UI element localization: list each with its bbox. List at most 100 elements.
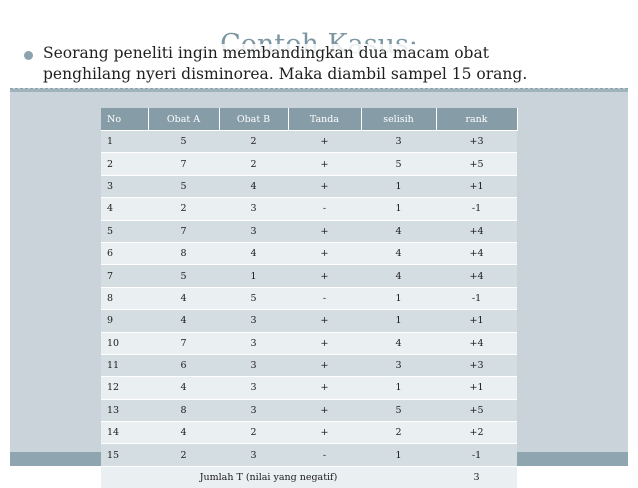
table-cell: + xyxy=(288,377,361,399)
table-cell: 3 xyxy=(361,131,436,153)
table-cell: +1 xyxy=(436,175,517,197)
table-cell: + xyxy=(288,332,361,354)
table-cell: - xyxy=(288,444,361,466)
table-cell: 2 xyxy=(148,198,219,220)
table-cell: 2 xyxy=(148,444,219,466)
table-cell: 3 xyxy=(219,198,288,220)
column-header: Tanda xyxy=(288,108,361,131)
table-cell: 3 xyxy=(361,354,436,376)
table-cell: -1 xyxy=(436,287,517,309)
table-cell: 4 xyxy=(361,265,436,287)
table-cell: 3 xyxy=(219,444,288,466)
table-cell: 1 xyxy=(361,287,436,309)
table-cell: + xyxy=(288,175,361,197)
table-cell: 8 xyxy=(148,399,219,421)
bullet-dot-icon xyxy=(24,51,33,60)
table-cell: 4 xyxy=(101,198,148,220)
table-cell: 5 xyxy=(148,175,219,197)
table-cell: 1 xyxy=(361,444,436,466)
table-cell: +4 xyxy=(436,242,517,264)
table-cell: 9 xyxy=(101,310,148,332)
column-header: selisih xyxy=(361,108,436,131)
table-cell: 2 xyxy=(101,153,148,175)
table-cell: 2 xyxy=(361,422,436,444)
table-cell: +1 xyxy=(436,310,517,332)
table-cell: -1 xyxy=(436,198,517,220)
table-cell: 2 xyxy=(219,153,288,175)
bullet-line-1: Seorang peneliti ingin membandingkan dua… xyxy=(43,44,489,62)
table-cell: + xyxy=(288,354,361,376)
table-cell: -1 xyxy=(436,444,517,466)
table-cell: 11 xyxy=(101,354,148,376)
table-cell: 1 xyxy=(361,175,436,197)
table-cell: 3 xyxy=(219,220,288,242)
table-cell: 7 xyxy=(148,220,219,242)
table-cell: 1 xyxy=(361,310,436,332)
table-cell: 2 xyxy=(219,422,288,444)
table-cell: +2 xyxy=(436,422,517,444)
table-cell: 4 xyxy=(361,332,436,354)
table-cell: 4 xyxy=(219,175,288,197)
table-cell: 3 xyxy=(219,377,288,399)
table-cell: 5 xyxy=(219,287,288,309)
table-cell: 3 xyxy=(101,175,148,197)
table-cell: 5 xyxy=(361,399,436,421)
table-cell: 1 xyxy=(101,131,148,153)
table-cell: 8 xyxy=(101,287,148,309)
column-header: rank xyxy=(436,108,517,131)
table-cell: +3 xyxy=(436,354,517,376)
table-cell: 14 xyxy=(101,422,148,444)
table-cell: + xyxy=(288,242,361,264)
table-cell: 6 xyxy=(101,242,148,264)
table-cell: - xyxy=(288,287,361,309)
table-cell: 1 xyxy=(361,377,436,399)
table-cell: 13 xyxy=(101,399,148,421)
table-cell: 10 xyxy=(101,332,148,354)
bullet-text: Seorang peneliti ingin membandingkan dua… xyxy=(43,43,628,85)
table-cell: + xyxy=(288,265,361,287)
table-cell: 7 xyxy=(148,153,219,175)
table-cell: 5 xyxy=(148,131,219,153)
column-header: No xyxy=(101,108,148,131)
table-cell: 4 xyxy=(148,310,219,332)
total-value: 3 xyxy=(436,466,517,488)
table-cell: + xyxy=(288,153,361,175)
table-cell: 3 xyxy=(219,310,288,332)
column-header: Obat A xyxy=(148,108,219,131)
table-cell: 1 xyxy=(361,198,436,220)
table-cell: + xyxy=(288,422,361,444)
total-label: Jumlah T (nilai yang negatif) xyxy=(101,466,436,488)
table-cell: 7 xyxy=(101,265,148,287)
table-cell: 4 xyxy=(148,287,219,309)
table-cell: 3 xyxy=(219,354,288,376)
table-cell: 4 xyxy=(361,220,436,242)
column-header: Obat B xyxy=(219,108,288,131)
table-cell: 4 xyxy=(148,422,219,444)
table-cell: - xyxy=(288,198,361,220)
table-cell: 4 xyxy=(148,377,219,399)
table-cell: +5 xyxy=(436,153,517,175)
total-row: Jumlah T (nilai yang negatif)3 xyxy=(101,466,517,488)
table-cell: +4 xyxy=(436,220,517,242)
table-cell: 5 xyxy=(361,153,436,175)
table-cell: 7 xyxy=(148,332,219,354)
table-cell: + xyxy=(288,131,361,153)
table-cell: 1 xyxy=(219,265,288,287)
table-cell: 8 xyxy=(148,242,219,264)
